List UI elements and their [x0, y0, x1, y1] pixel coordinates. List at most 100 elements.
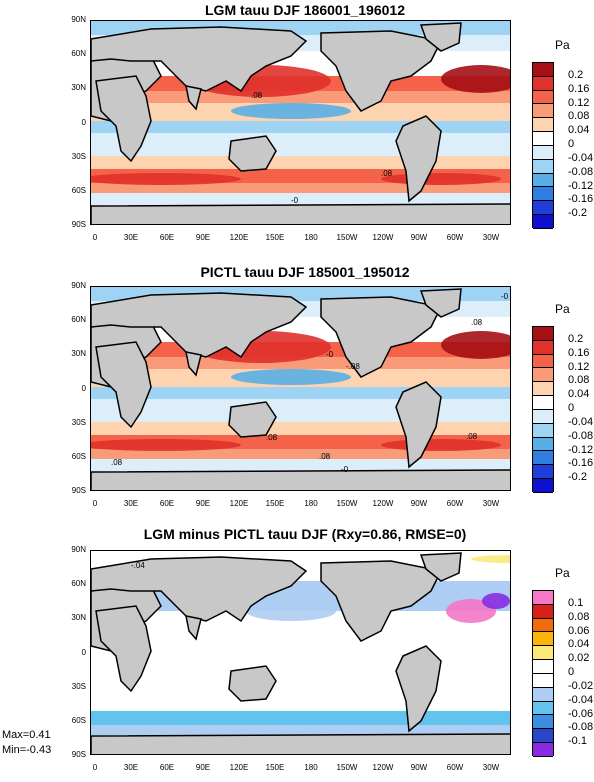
lon-tick-label: 150E: [265, 763, 285, 772]
lat-tick-label: 30S: [71, 151, 86, 161]
colorbar-swatch: [533, 673, 553, 688]
colorbar-swatch: [533, 618, 553, 633]
colorbar-swatch: [533, 687, 553, 702]
colorbar-tick-label: 0.12: [568, 96, 590, 109]
min-value-label: Min=-0.43: [2, 744, 52, 756]
colorbar-tick-label: -0.06: [568, 707, 594, 720]
colorbar-swatch: [533, 215, 553, 229]
colorbar-tick-label: 0.08: [568, 110, 590, 123]
field-band-4: [91, 711, 510, 725]
colorbar-tick-label: 0.16: [568, 346, 590, 359]
colorbar-tick-label: 0.02: [568, 652, 590, 665]
colorbar-swatch: [533, 437, 553, 452]
lat-tick-label: 60N: [71, 315, 86, 325]
field-feature-2: [246, 601, 336, 621]
field-band-5: [91, 725, 510, 735]
lat-tick-label: 30N: [71, 349, 86, 359]
land-mass-6: [185, 615, 202, 641]
colorbar-tick-label: -0.04: [568, 151, 594, 164]
lon-tick-label: 180: [304, 763, 318, 772]
field-band-10: [91, 183, 510, 193]
colorbar-tick-label: -0.2: [568, 207, 587, 220]
lon-tick-label: 60E: [159, 499, 175, 508]
colorbar-swatch: [533, 743, 553, 757]
land-mass-7: [228, 401, 277, 438]
colorbar-tick-label: -0.16: [568, 457, 594, 470]
lon-tick-label: 180: [304, 499, 318, 508]
colorbar-swatch: [533, 701, 553, 716]
land-mass-4: [91, 556, 308, 623]
map-panel-difference: -.04: [90, 550, 511, 755]
lon-tick-label: 120E: [229, 763, 249, 772]
colorbar-tick-label: 0.12: [568, 360, 590, 373]
lon-tick-label: 30E: [123, 763, 139, 772]
colorbar-swatch: [533, 173, 553, 188]
lon-tick-label: 60W: [446, 763, 464, 772]
land-mass-5: [95, 605, 152, 693]
lon-tick-label: 120E: [229, 499, 249, 508]
land-mass-5: [95, 341, 152, 429]
colorbar-swatch: [533, 382, 553, 397]
colorbar-swatch: [533, 729, 553, 744]
land-mass-8: [91, 733, 510, 754]
land-mass-6: [185, 85, 202, 111]
lat-tick-label: 0: [81, 117, 86, 127]
colorbar-tick-label: 0.04: [568, 388, 590, 401]
colorbar-tick-label: 0: [568, 666, 575, 678]
contour-label: -0: [501, 292, 509, 301]
colorbar-tick-label: -0.02: [568, 679, 594, 692]
colorbar-tick-label: 0.04: [568, 124, 590, 137]
land-mass-6: [185, 351, 202, 377]
lon-tick-label: 90E: [195, 763, 211, 772]
lon-tick-label: 180: [304, 233, 318, 242]
lon-tick-label: 30W: [482, 499, 500, 508]
lon-tick-label: 60W: [446, 499, 464, 508]
colorbar-tick-label: 0.2: [568, 68, 584, 81]
colorbar-tick-label: 0.08: [568, 610, 590, 623]
colorbar-swatch: [533, 646, 553, 661]
field-band-8: [91, 422, 510, 435]
land-mass-7: [228, 135, 277, 172]
lat-tick-label: 90N: [71, 281, 86, 290]
lat-tick-label: 90N: [71, 545, 86, 554]
lat-tick-label: 60S: [71, 715, 86, 725]
land-mass-3: [395, 381, 442, 469]
lon-tick-label: 150W: [336, 499, 358, 508]
contour-label: .08: [319, 452, 331, 461]
colorbar-tick-label: -0.2: [568, 471, 587, 484]
lat-tick-label: 60S: [71, 185, 86, 195]
lat-tick-label: 90S: [71, 750, 86, 759]
lat-tick-label: 30N: [71, 83, 86, 93]
colorbar-2-units: Pa: [555, 302, 570, 316]
colorbar-swatch: [533, 201, 553, 216]
land-mass-3: [395, 115, 442, 203]
colorbar: [532, 590, 554, 757]
lon-tick-label: 150W: [336, 763, 358, 772]
colorbar-tick-label: -0.08: [568, 165, 594, 178]
lon-tick-label: 90E: [195, 499, 211, 508]
field-feature-1: [441, 65, 510, 93]
lon-tick-label: 120E: [229, 233, 249, 242]
contour-label: .08: [381, 169, 393, 178]
contour-label: .08: [266, 433, 278, 442]
lon-tick-label: 30E: [123, 233, 139, 242]
lon-tick-label: 60E: [159, 763, 175, 772]
colorbar-tick-label: -0.1: [568, 735, 587, 748]
lat-tick-label: 60S: [71, 451, 86, 461]
lon-tick-label: 150E: [265, 499, 285, 508]
panel-1-title: LGM tauu DJF 186001_196012: [205, 2, 405, 18]
contour-label: -.08: [346, 362, 360, 371]
land-mass-8: [91, 203, 510, 224]
panel-2-title: PICTL tauu DJF 185001_195012: [200, 264, 410, 280]
lon-tick-label: 90W: [410, 233, 428, 242]
colorbar-swatch: [533, 632, 553, 647]
colorbar-tick-label: -0.12: [568, 443, 594, 456]
colorbar-swatch: [533, 63, 553, 77]
lon-tick-label: 0: [92, 233, 98, 242]
field-feature-2: [231, 103, 351, 119]
land-mass-4: [91, 292, 308, 359]
colorbar-swatch: [533, 465, 553, 480]
lat-tick-label: 90N: [71, 15, 86, 24]
lon-tick-label: 60E: [159, 233, 175, 242]
field-feature-2: [231, 369, 351, 385]
